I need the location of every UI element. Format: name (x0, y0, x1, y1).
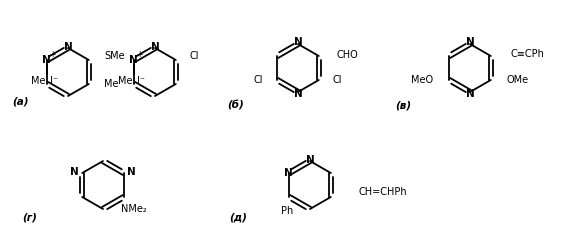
Text: (д): (д) (229, 213, 247, 223)
Text: C≡CPh: C≡CPh (511, 49, 545, 59)
Text: N: N (293, 37, 303, 47)
Text: Cl: Cl (254, 75, 263, 85)
Text: N: N (151, 42, 159, 52)
Text: Cl: Cl (333, 75, 342, 85)
Text: (г): (г) (22, 213, 37, 223)
Text: N: N (466, 89, 474, 99)
Text: N: N (42, 55, 50, 65)
Text: +: + (49, 50, 56, 60)
Text: NMe₂: NMe₂ (121, 204, 147, 214)
Text: N: N (293, 89, 303, 99)
Text: +: + (136, 50, 143, 60)
Text: N: N (284, 168, 293, 178)
Text: Me: Me (31, 76, 45, 86)
Text: I⁻: I⁻ (137, 76, 145, 86)
Text: MeO: MeO (411, 75, 433, 85)
Text: CH=CHPh: CH=CHPh (359, 187, 407, 197)
Text: SMe: SMe (105, 51, 125, 61)
Text: CHO: CHO (337, 50, 359, 60)
Text: N: N (64, 42, 72, 52)
Text: Me: Me (104, 79, 118, 89)
Text: (б): (б) (227, 100, 244, 110)
Text: OMe: OMe (507, 75, 529, 85)
Text: (в): (в) (395, 100, 411, 110)
Text: N: N (466, 37, 474, 47)
Text: (а): (а) (12, 97, 28, 107)
Text: N: N (305, 155, 315, 165)
Text: I⁻: I⁻ (50, 76, 58, 86)
Text: Ph: Ph (281, 206, 293, 216)
Text: N: N (70, 167, 79, 177)
Text: N: N (127, 167, 136, 177)
Text: Me: Me (118, 76, 132, 86)
Text: Cl: Cl (190, 51, 199, 61)
Text: N: N (129, 55, 138, 65)
